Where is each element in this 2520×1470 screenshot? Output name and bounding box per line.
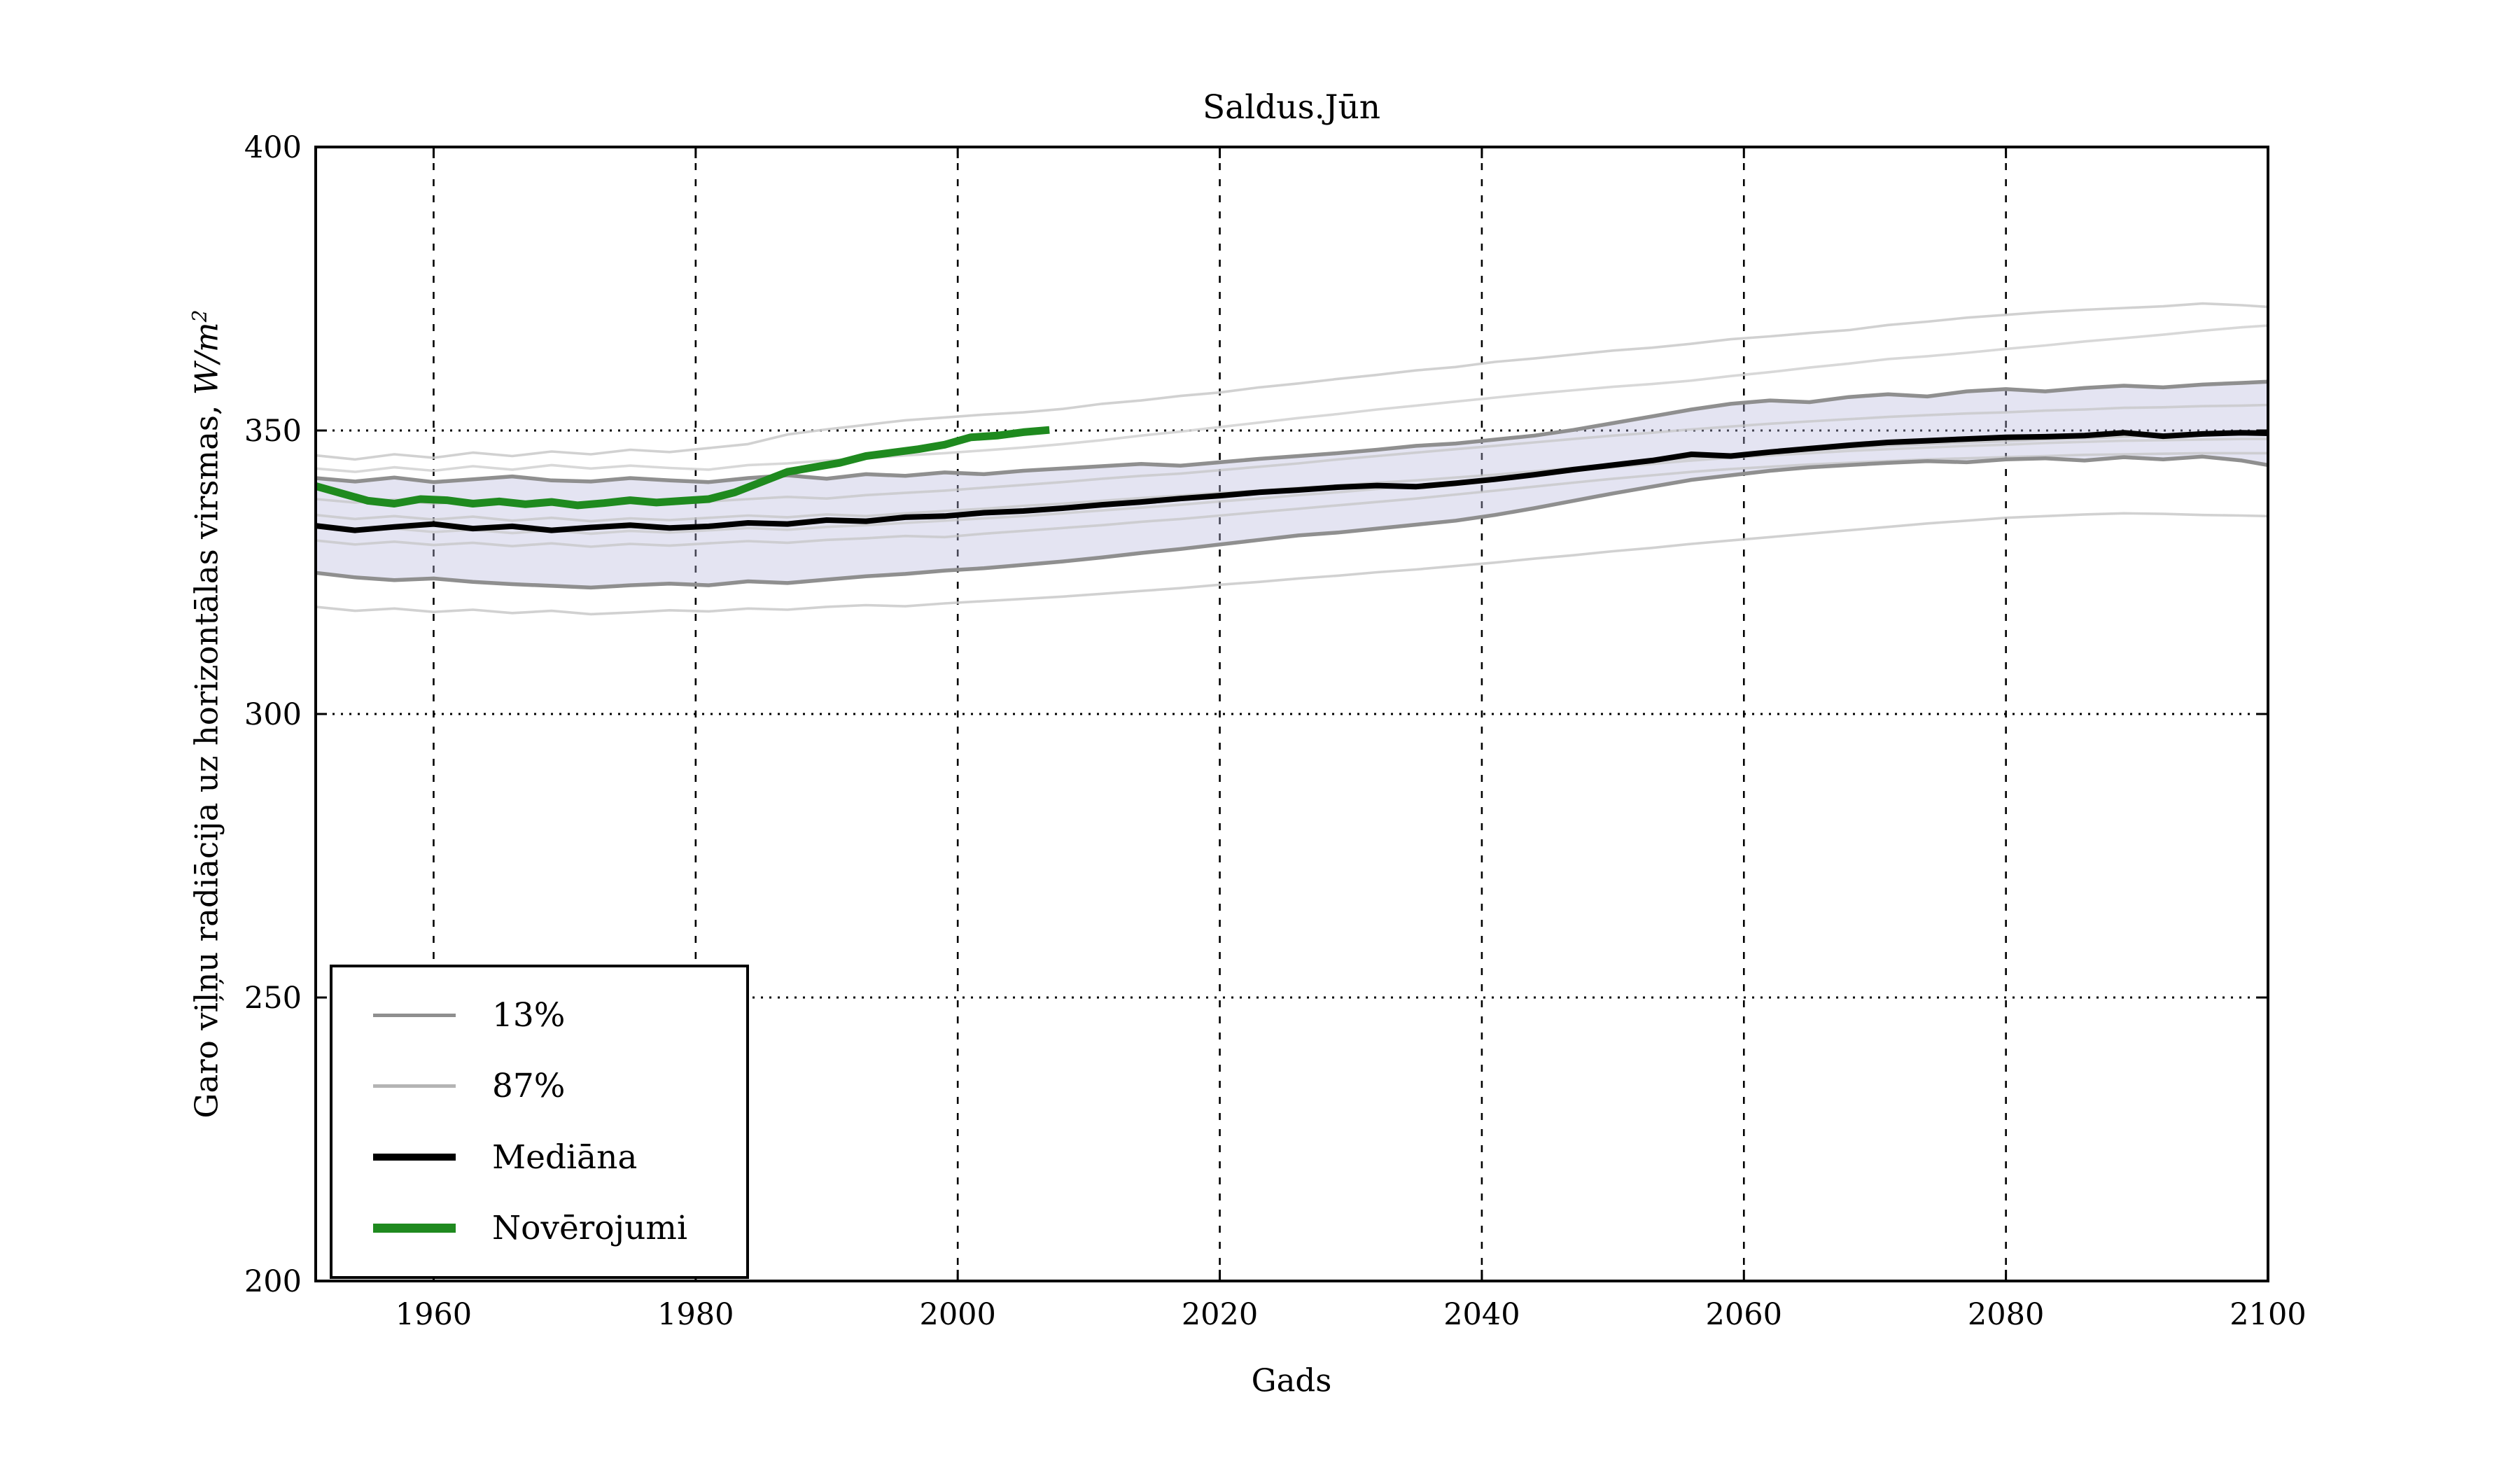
legend-label-noverojumi: Novērojumi: [492, 1208, 687, 1247]
y-tick-label: 350: [244, 414, 302, 449]
legend-line-sample-noverojumi: [373, 1223, 456, 1233]
series-line-noverojumi: [314, 426, 1050, 510]
x-tick-label: 2080: [1968, 1297, 2044, 1332]
x-tick-label: 1960: [396, 1297, 472, 1332]
series-line-percentile-87: [315, 379, 2269, 484]
y-axis-label-text: Garo viļņu radiācija uz horizontālas vir…: [188, 395, 225, 1119]
series-line-mediana: [315, 430, 2269, 533]
legend-line-sample-13pct: [373, 1014, 456, 1018]
series-line-percentile-13: [315, 454, 2269, 590]
x-tick-label: 2040: [1443, 1297, 1520, 1332]
y-tick-label: 200: [244, 1264, 302, 1299]
series-line-ensemble-top-1: [315, 302, 2269, 461]
y-tick-label: 400: [244, 130, 302, 165]
legend-label-mediana: Mediāna: [492, 1138, 638, 1177]
x-tick-label: 2060: [1706, 1297, 1782, 1332]
x-tick-label: 2020: [1182, 1297, 1258, 1332]
confidence-band: [316, 382, 2268, 588]
y-axis-unit-exponent: 2: [188, 309, 211, 323]
legend-line-sample-mediana: [373, 1154, 456, 1161]
legend-label-87pct: 87%: [492, 1067, 566, 1106]
y-tick-label: 250: [244, 981, 302, 1016]
legend-item-87pct: 87%: [373, 1070, 746, 1102]
legend-line-sample-87pct: [373, 1084, 456, 1088]
legend-box: 13% 87% Mediāna Novērojumi: [330, 965, 749, 1279]
x-axis-label: Gads: [1251, 1362, 1332, 1399]
legend-item-noverojumi: Novērojumi: [373, 1212, 746, 1245]
y-axis-unit: W/m: [188, 322, 225, 396]
legend-item-mediana: Mediāna: [373, 1141, 746, 1174]
x-tick-label: 2100: [2230, 1297, 2306, 1332]
x-tick-label: 1980: [657, 1297, 734, 1332]
series-line-ensemble-mid-4: [315, 451, 2268, 548]
legend-item-13pct: 13%: [373, 999, 746, 1032]
chart-title: Saldus.Jūn: [1202, 88, 1381, 127]
legend-label-13pct: 13%: [492, 996, 566, 1035]
series-line-ensemble-mid-3: [315, 438, 2268, 536]
series-line-ensemble-bottom: [315, 512, 2269, 616]
y-axis-label: Garo viļņu radiācija uz horizontālas vir…: [188, 310, 225, 1119]
x-tick-label: 2000: [919, 1297, 995, 1332]
y-tick-label: 300: [244, 697, 302, 732]
series-line-ensemble-top-2: [315, 324, 2269, 473]
